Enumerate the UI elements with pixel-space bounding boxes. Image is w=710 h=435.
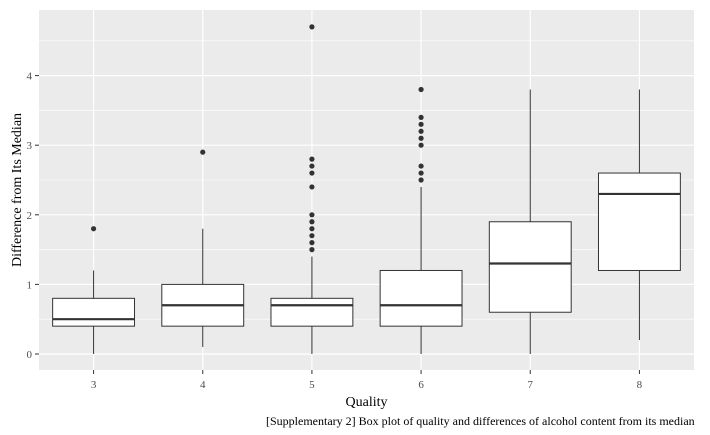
y-axis: 0 1 2 3 4 [27, 71, 39, 361]
box-4 [161, 149, 245, 348]
outlier-point [309, 24, 315, 30]
outlier-point [200, 149, 206, 155]
x-tick-label: 6 [418, 379, 424, 391]
outlier-point [309, 226, 315, 232]
outlier-point [418, 170, 424, 176]
outlier-point [418, 135, 424, 141]
outlier-point [309, 247, 315, 253]
x-axis: 3 4 5 6 7 8 [91, 370, 643, 391]
outlier-point [309, 240, 315, 246]
box-iqr [270, 297, 354, 327]
x-axis-title: Quality [346, 395, 388, 410]
box-iqr [597, 172, 681, 271]
y-tick-label: 0 [27, 349, 33, 361]
y-tick-label: 3 [27, 140, 33, 152]
y-axis-title: Difference from Its Median [10, 113, 25, 267]
y-tick-label: 1 [27, 279, 33, 291]
outlier-point [309, 219, 315, 225]
box-3 [52, 226, 136, 354]
box-iqr [52, 297, 136, 327]
x-tick-label: 8 [637, 379, 643, 391]
box-iqr [379, 269, 463, 327]
box-8 [597, 89, 681, 341]
y-tick-label: 2 [27, 210, 33, 222]
outlier-point [418, 128, 424, 134]
x-tick-label: 3 [91, 379, 97, 391]
outlier-point [418, 177, 424, 183]
x-tick-label: 4 [200, 379, 206, 391]
outlier-point [309, 170, 315, 176]
outlier-point [418, 163, 424, 169]
outlier-point [90, 226, 97, 232]
outlier-point [418, 121, 424, 127]
figure-caption: [Supplementary 2] Box plot of quality an… [266, 414, 695, 428]
boxes [52, 24, 681, 354]
box-iqr [488, 221, 572, 313]
x-tick-label: 5 [309, 379, 315, 391]
outlier-point [309, 184, 315, 190]
x-tick-label: 7 [528, 379, 534, 391]
box-6 [379, 86, 463, 354]
box-7 [488, 89, 572, 354]
outlier-point [309, 163, 315, 169]
outlier-point [309, 156, 315, 162]
grid-minor [39, 40, 694, 320]
outlier-point [418, 142, 424, 148]
outlier-point [418, 114, 424, 120]
y-tick-label: 4 [27, 71, 33, 83]
outlier-point [309, 233, 315, 239]
plot-panel [39, 10, 694, 370]
box-5 [270, 24, 354, 354]
outlier-point [309, 212, 315, 218]
outlier-point [418, 86, 424, 93]
